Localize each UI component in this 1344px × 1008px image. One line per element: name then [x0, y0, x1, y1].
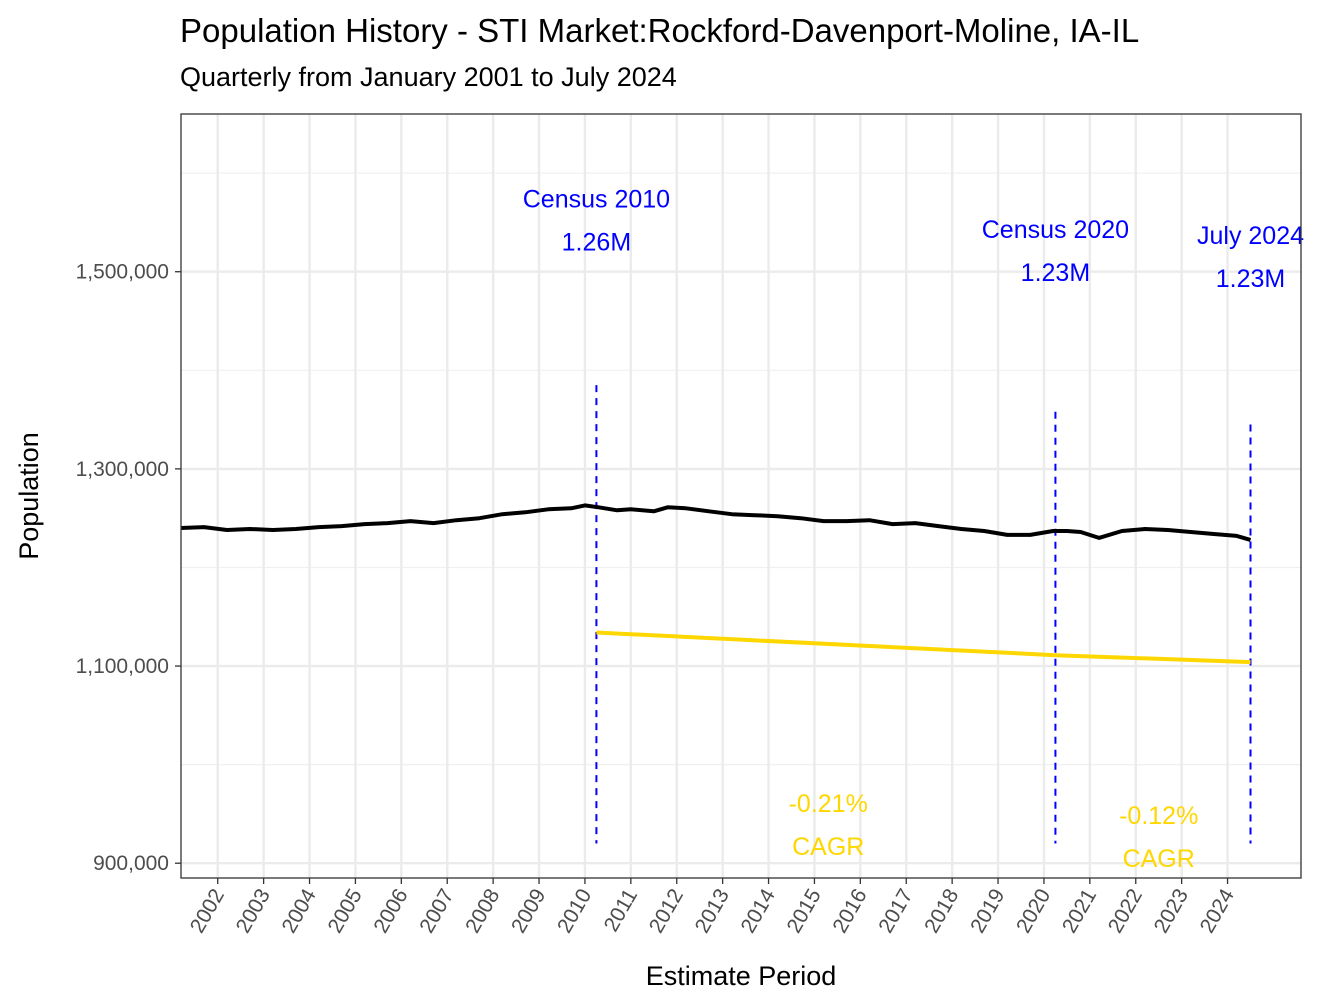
y-tick-label: 1,300,000 [76, 458, 169, 481]
x-tick-label: 2024 [1196, 885, 1239, 937]
x-tick-label: 2011 [600, 885, 643, 936]
x-tick-label: 2021 [1058, 885, 1101, 937]
x-tick-label: 2013 [691, 885, 734, 937]
x-tick-label: 2016 [828, 885, 871, 937]
x-tick-label: 2005 [323, 885, 366, 937]
chart-subtitle: Quarterly from January 2001 to July 2024 [180, 62, 677, 92]
cagr-annotation-text: -0.12% [1119, 802, 1198, 830]
census-annotation-text: Census 2020 [982, 216, 1129, 244]
census-annotation-text: 1.26M [562, 229, 631, 257]
y-tick-label: 1,500,000 [76, 261, 169, 284]
x-tick-label: 2006 [369, 885, 412, 937]
x-tick-label: 2023 [1150, 885, 1193, 937]
x-tick-label: 2008 [461, 885, 504, 937]
annotations: Census 2010 1.26M Census 2020 1.23M July 202… [523, 186, 1304, 873]
x-tick-label: 2003 [232, 885, 275, 937]
census-annotation-text: 1.23M [1216, 265, 1285, 293]
chart-title: Population History - STI Market:Rockford… [180, 12, 1140, 49]
x-tick-label: 2017 [874, 885, 917, 937]
x-tick-label: 2022 [1104, 885, 1147, 937]
panel-background [181, 114, 1301, 878]
y-tick-label: 900,000 [93, 852, 169, 875]
x-tick-label: 2020 [1012, 885, 1055, 937]
census-annotation-text: 1.23M [1021, 259, 1090, 287]
y-tick-label: 1,100,000 [76, 655, 169, 678]
census-annotation-text: Census 2010 [523, 186, 670, 214]
series-layer [180, 503, 1252, 665]
x-tick-label: 2014 [737, 885, 780, 937]
x-tick-label: 2012 [645, 885, 688, 937]
census-annotation-text: July 2024 [1197, 222, 1304, 250]
population-line [180, 503, 1252, 542]
x-tick-label: 2007 [415, 885, 458, 937]
x-tick-label: 2015 [782, 885, 825, 937]
x-axis-title: Estimate Period [646, 961, 837, 991]
x-tick-label: 2010 [553, 885, 596, 937]
x-tick-label: 2009 [507, 885, 550, 937]
cagr-annotation-text: CAGR [792, 833, 864, 861]
cagr-annotation-text: CAGR [1123, 845, 1195, 873]
y-axis-title: Population [14, 432, 44, 560]
x-tick-label: 2019 [966, 885, 1009, 937]
x-tick-label: 2018 [920, 885, 963, 937]
census-markers [595, 385, 1252, 844]
cagr-line [596, 630, 1251, 665]
x-tick-label: 2002 [186, 885, 229, 937]
panel-border [180, 113, 1302, 879]
cagr-annotation-text: -0.21% [789, 790, 868, 818]
grid-layer [181, 114, 1301, 878]
x-tick-label: 2004 [278, 885, 321, 937]
